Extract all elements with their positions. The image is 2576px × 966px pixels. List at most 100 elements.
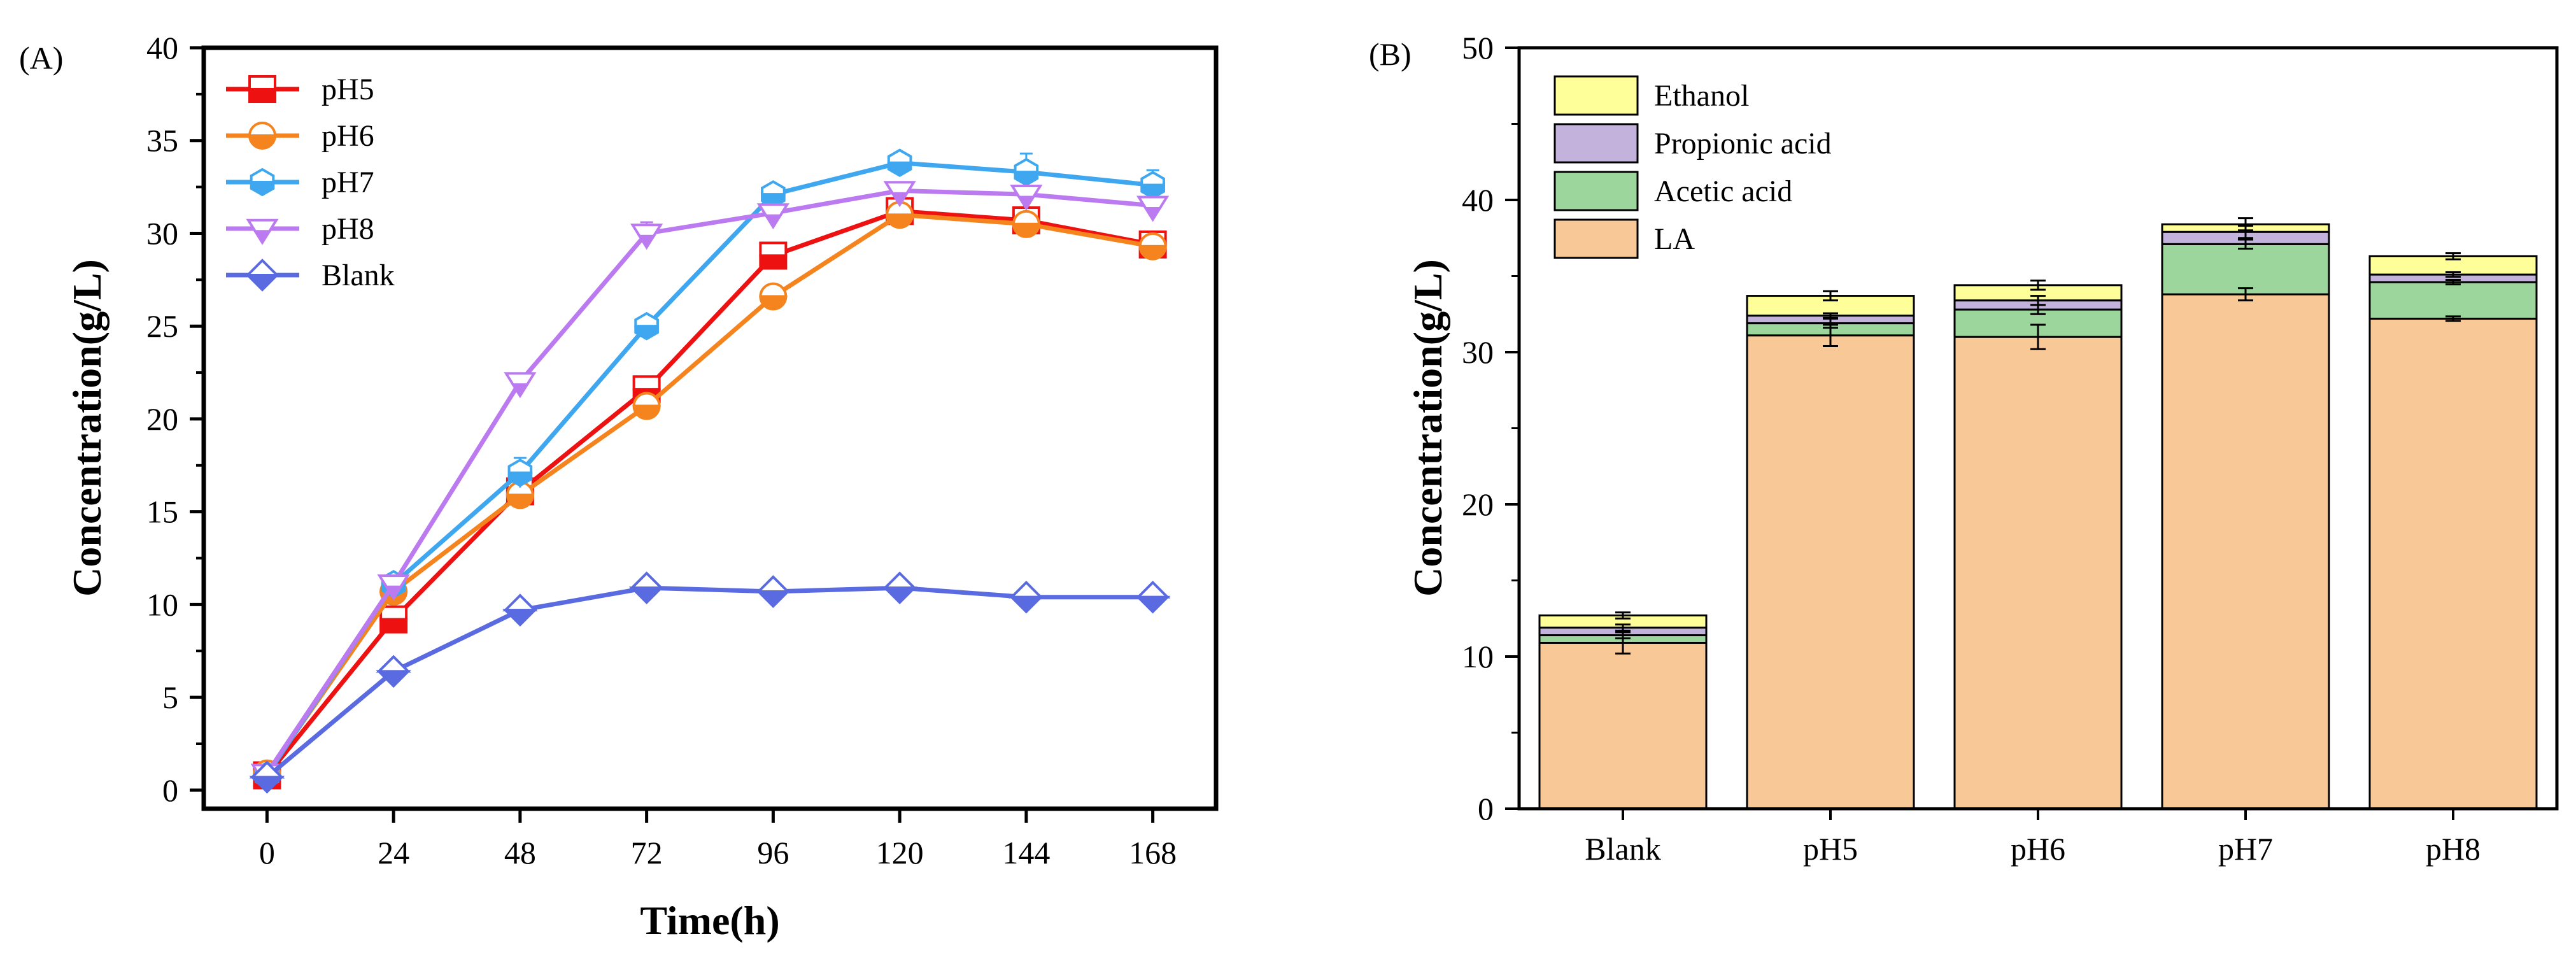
- panel-b-y-tick-label-50: 50: [1462, 30, 1494, 66]
- panel-a-series-blank-marker-120-bottom: [882, 586, 917, 604]
- panel-a-series-ph8-marker-120-bottom: [890, 192, 909, 208]
- panel-a-y-tick-label-30: 30: [146, 215, 178, 251]
- panel-a-series-ph7-marker-72-bottom: [634, 325, 659, 341]
- panel-a-y-tick-label-15: 15: [146, 494, 178, 530]
- panel-a-series-blank-point-96: [755, 575, 791, 608]
- panel-b-bar-group-ph5-segment-la: [1746, 334, 1915, 810]
- panel-a-legend-blank-marker-top: [244, 259, 280, 276]
- panel-a-y-tick-label-20: 20: [146, 401, 178, 437]
- panel-b-y-tick-label-20: 20: [1462, 487, 1494, 522]
- panel-a-series-blank-point-24: [376, 655, 411, 688]
- panel-a-series-ph7-point-72: [634, 311, 659, 341]
- panel-b-legend-la-label: LA: [1654, 222, 1695, 256]
- panel-b-y-tick-label-10: 10: [1462, 639, 1494, 674]
- panel-a-series-blank-point-168: [1135, 580, 1171, 614]
- panel-a-series-ph5-point-96: [759, 241, 788, 270]
- panel-a-x-tick-label-24: 24: [378, 835, 409, 870]
- panel-a-series-ph6-marker-96-bottom: [759, 295, 788, 311]
- panel-b-x-tick-label-ph7: pH7: [2218, 831, 2273, 867]
- panel-b-bar-group-ph7: [2161, 217, 2330, 810]
- panel-b-bar-group-ph7-segment-la: [2161, 293, 2330, 810]
- panel-a-y-tick-label-35: 35: [146, 123, 178, 159]
- panel-b-stacked-bar-chart: (B) 0 10 20 30 40 50 Blank pH5 pH6 pH7 pH8 Concent…: [1369, 30, 2559, 867]
- panel-a-series-ph5-point-24: [379, 605, 408, 634]
- panel-a-x-axis-title: Time(h): [640, 898, 779, 943]
- panel-a-series-ph5-marker-96-bottom: [759, 254, 788, 270]
- panel-a-line-chart: (A) 0 24 48 72 96 120 144 168 0 5 10 15 20 25 30 35 40 T…: [19, 30, 1219, 943]
- panel-a-series-ph7-point-168: [1140, 171, 1165, 199]
- panel-a-series-ph8-point-72: [630, 224, 663, 250]
- panel-b-legend-acetic-acid-swatch: [1553, 171, 1639, 211]
- panel-a-series-ph7-marker-48-bottom: [507, 471, 533, 487]
- panel-a-series-blank-marker-0-bottom: [249, 776, 285, 794]
- panel-a-legend-ph6: pH6: [226, 119, 374, 153]
- panel-b-x-tick-label-blank: Blank: [1585, 831, 1660, 867]
- panel-b-legend-la-swatch: [1553, 218, 1639, 259]
- panel-a-series-blank-marker-48-bottom: [502, 609, 538, 627]
- panel-b-bar-group-ph5: [1746, 290, 1915, 810]
- panel-a-legend-ph8: pH8: [226, 212, 374, 246]
- panel-b-bar-group-ph7-segment-acetic-acid: [2161, 243, 2330, 295]
- panel-b-x-tick-label-ph6: pH6: [2011, 831, 2065, 867]
- panel-a-legend-ph8-label: pH8: [322, 212, 374, 246]
- panel-a-series-ph7-point-144: [1014, 157, 1039, 187]
- panel-a-series-ph6-marker-144-top: [1012, 210, 1040, 225]
- panel-a-x-tick-label-48: 48: [504, 835, 536, 870]
- panel-a-series-ph6-point-96: [759, 282, 788, 311]
- panel-a-series-blank-marker-72-bottom: [628, 586, 665, 604]
- panel-a-series-blank-marker-96-bottom: [755, 590, 791, 608]
- panel-a-series-blank-marker-168-top: [1135, 580, 1171, 599]
- panel-a-series-ph6-point-120: [886, 201, 914, 229]
- panel-a-legend-ph5-marker-top: [248, 75, 276, 90]
- panel-a-series-ph8-point-48: [504, 372, 537, 399]
- panel-a-series-ph7-point-120: [887, 148, 912, 178]
- panel-a-legend-blank-marker-bottom: [244, 274, 280, 292]
- panel-b-legend-propionic-acid: Propionic acid: [1553, 123, 1832, 164]
- panel-a-series-ph6-marker-72-bottom: [632, 404, 661, 420]
- panel-b-legend-la: LA: [1553, 218, 1695, 259]
- panel-a-series-blank-marker-168-bottom: [1135, 595, 1171, 614]
- panel-b-legend-acetic-acid-label: Acetic acid: [1654, 174, 1792, 208]
- panel-a-legend-ph7: pH7: [226, 166, 374, 199]
- panel-a-legend-ph5-label: pH5: [322, 73, 374, 106]
- panel-a-series-ph5-marker-96-top: [759, 241, 788, 257]
- panel-a-legend-ph6-label: pH6: [322, 119, 374, 153]
- panel-a-y-tick-label-40: 40: [146, 30, 178, 66]
- panel-a-y-tick-label-25: 25: [146, 308, 178, 344]
- panel-b-label: (B): [1369, 36, 1412, 72]
- panel-a-series-ph6-line: [265, 212, 1154, 775]
- panel-a-series-blank-marker-144-top: [1008, 580, 1044, 599]
- panel-a-legend-ph7-marker-top: [250, 167, 275, 183]
- panel-a-series-ph8-marker-48-top: [504, 372, 537, 387]
- panel-a-legend: pH5 pH6 pH7 pH8 Blank: [226, 73, 395, 292]
- panel-a-series-ph6-point-168: [1138, 232, 1167, 260]
- panel-a-series-ph8-point-24: [377, 574, 410, 601]
- panel-b-legend-acetic-acid: Acetic acid: [1553, 171, 1792, 211]
- panel-a-y-tick-label-5: 5: [162, 679, 178, 715]
- panel-b-legend-ethanol: Ethanol: [1553, 75, 1749, 116]
- panel-a-series-ph7-marker-96-top: [761, 180, 786, 196]
- panel-a-series-ph7-marker-168-top: [1140, 171, 1165, 187]
- panel-a-series-ph6-marker-144-bottom: [1012, 222, 1040, 238]
- panel-a-series-blank-point-144: [1008, 580, 1044, 614]
- panel-a-series-ph6-point-72: [632, 392, 661, 420]
- panel-a-series-blank: [249, 571, 1171, 794]
- panel-a-series-ph6-marker-168-top: [1138, 232, 1167, 248]
- panel-a-series-ph8-point-96: [756, 203, 789, 230]
- panel-a-series-blank-point-120: [882, 571, 917, 604]
- panel-b-x-tick-label-ph8: pH8: [2426, 831, 2480, 867]
- panel-a-legend-blank-label: Blank: [322, 259, 395, 292]
- panel-a-series-ph7-marker-120-top: [887, 148, 912, 164]
- panel-a-series-ph6-point-48: [506, 481, 534, 509]
- panel-b-bar-group-blank-segment-la: [1538, 641, 1708, 810]
- panel-b-y-axis-title: Concentration(g/L): [1405, 259, 1450, 597]
- panel-a-series-ph5-marker-72-top: [632, 375, 661, 391]
- panel-a-legend-ph7-marker-bottom: [250, 181, 275, 197]
- panel-a-series-ph7-marker-168-bottom: [1140, 183, 1165, 199]
- panel-a-series-ph6-marker-48-bottom: [506, 494, 534, 509]
- panel-b-legend: Ethanol Propionic acid Acetic acid LA: [1553, 75, 1832, 259]
- panel-a-legend-ph8-marker-bottom: [253, 230, 272, 245]
- panel-a-x-tick-label-0: 0: [259, 835, 275, 870]
- panel-a-series-ph7-line: [265, 160, 1153, 777]
- panel-b-legend-propionic-acid-swatch: [1553, 123, 1639, 164]
